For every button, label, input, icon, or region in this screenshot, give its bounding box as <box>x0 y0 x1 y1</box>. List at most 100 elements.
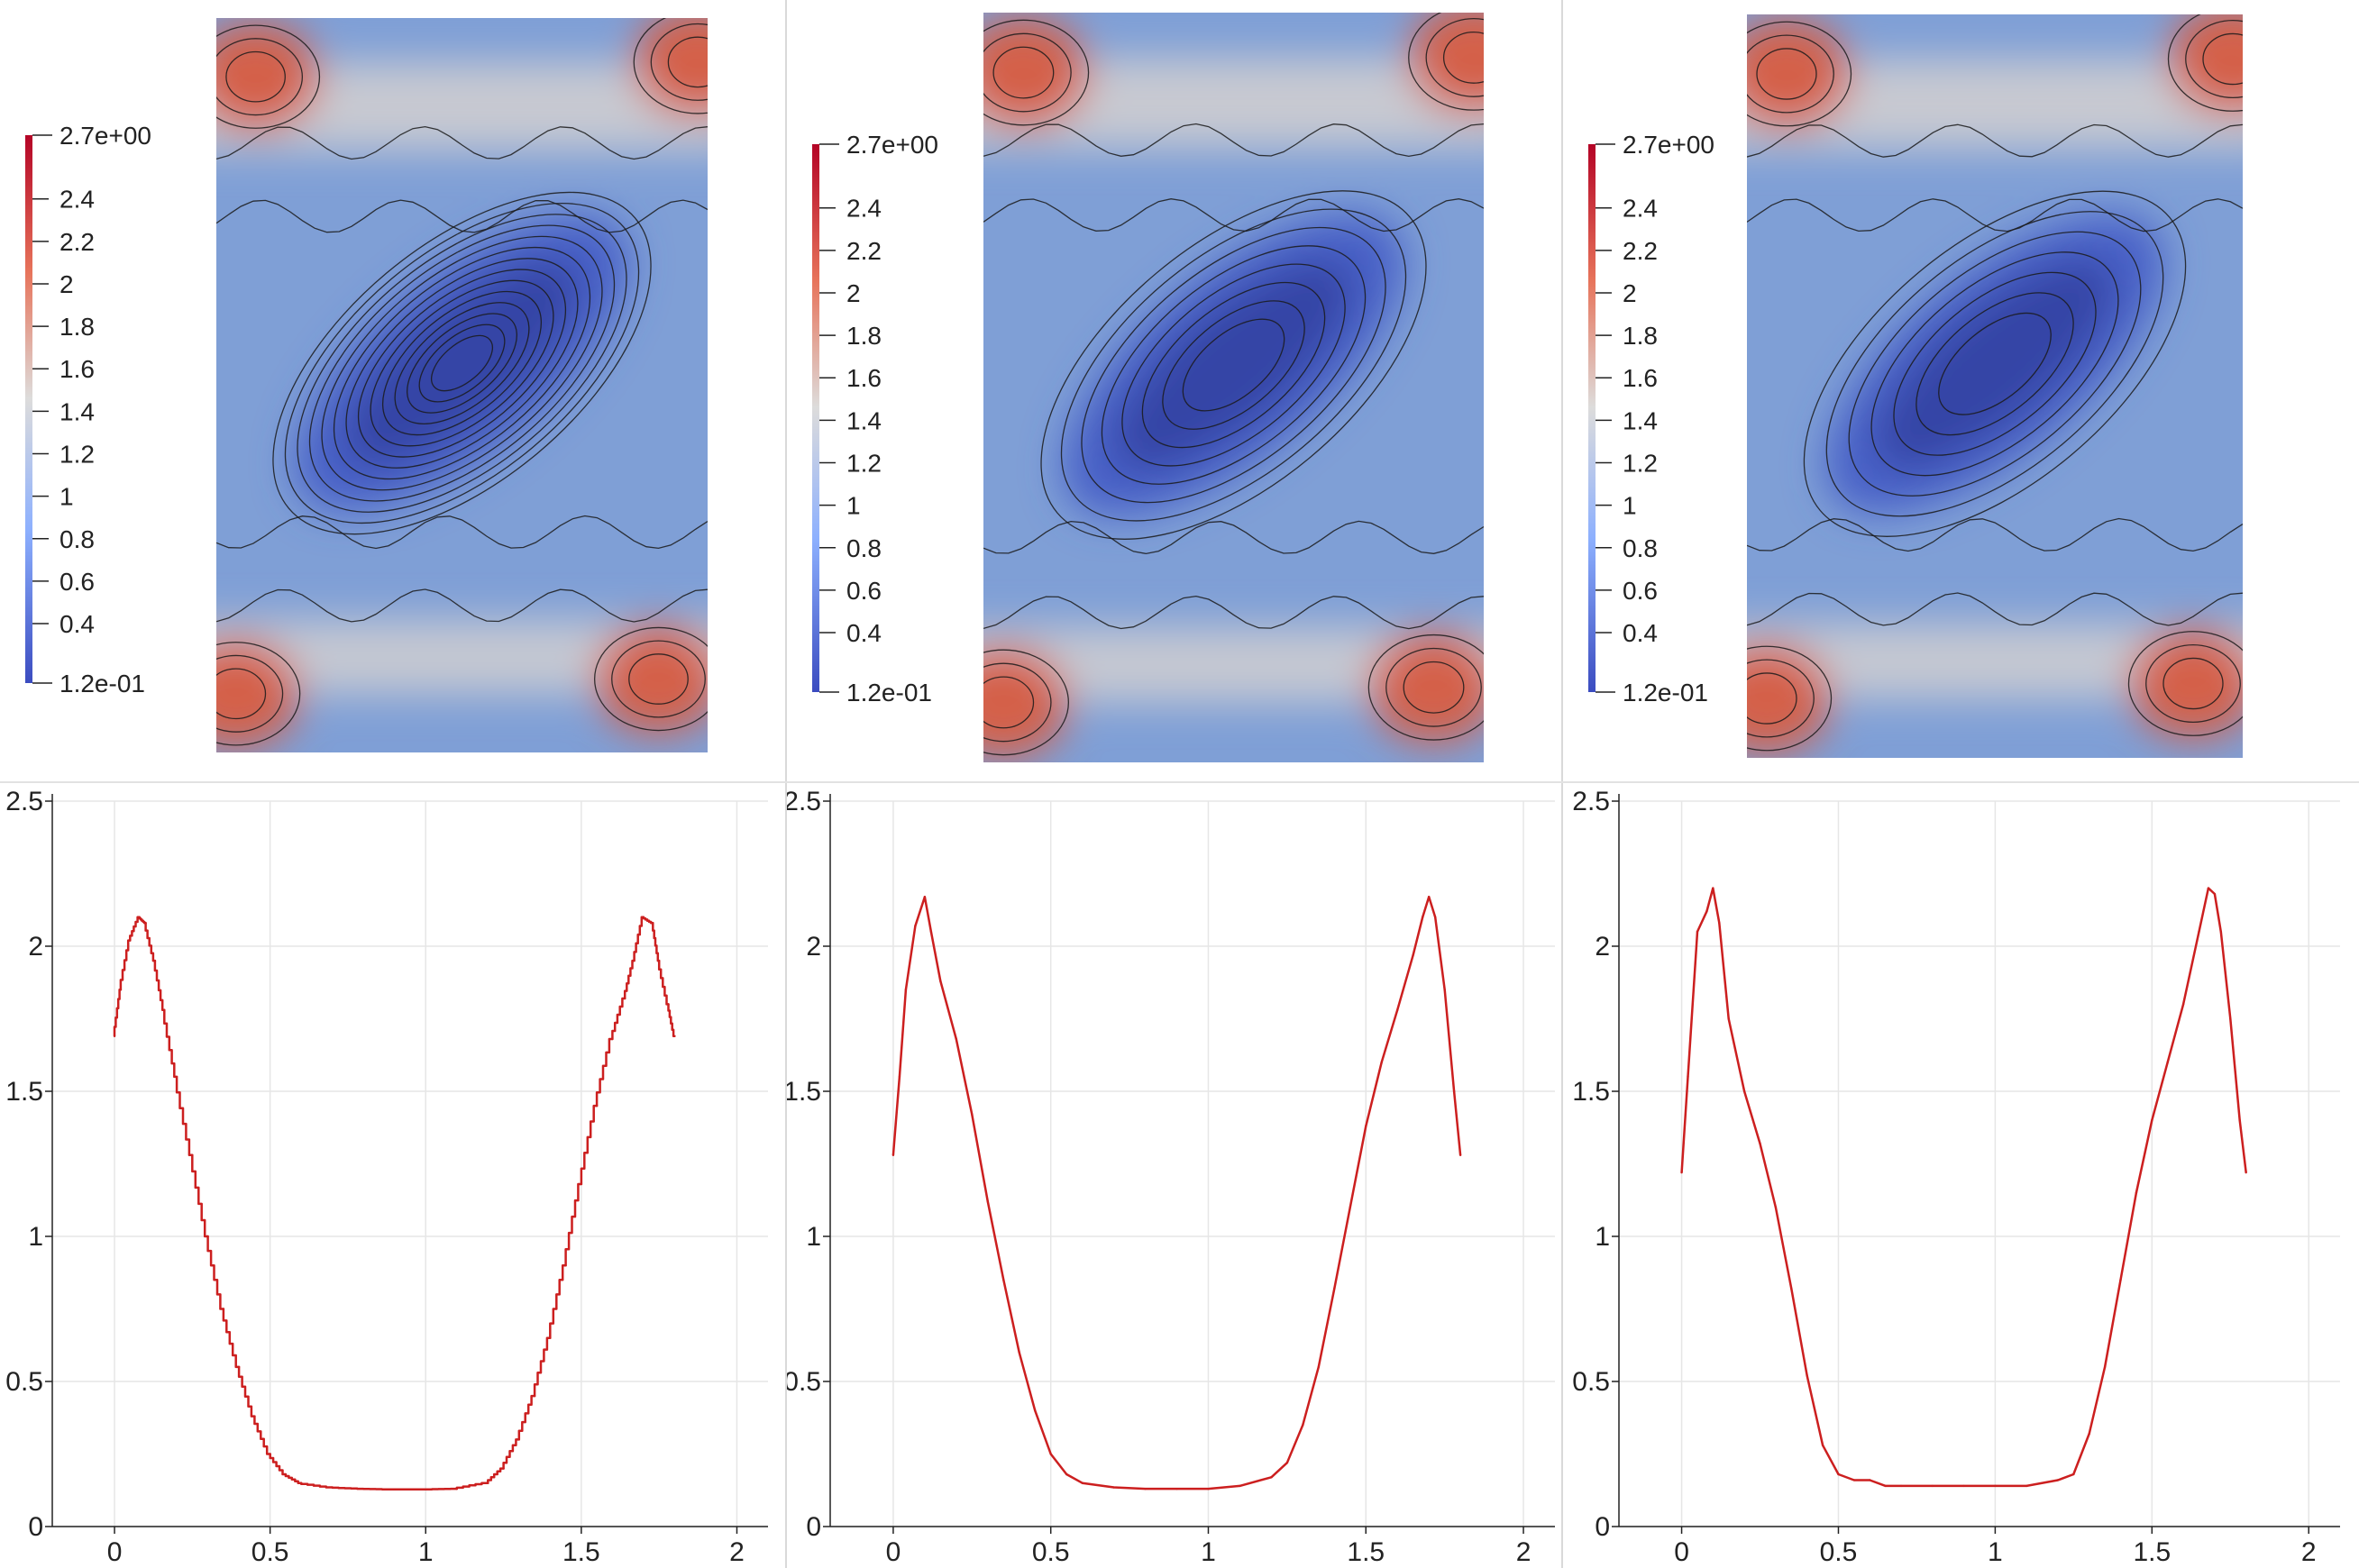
data-point <box>1396 1008 1399 1012</box>
data-point <box>533 1394 536 1398</box>
contour-line <box>407 313 517 414</box>
x-tick-label: 2 <box>1516 1537 1532 1567</box>
high-value-region <box>1747 18 1852 130</box>
data-point <box>331 1486 334 1489</box>
colorbar-tick-label: 2.2 <box>59 228 95 256</box>
contour-line <box>1803 190 2187 537</box>
y-tick-label: 0.5 <box>1572 1367 1610 1397</box>
plot-svg: 0 0.5 1 1.5 2 0 0.5 1 1.5 2 2.5 <box>1572 787 2340 1567</box>
contour-line <box>1182 318 1285 412</box>
colorbar-tick-label: 1.6 <box>59 355 95 383</box>
x-tick-label: 1.5 <box>562 1537 600 1567</box>
data-point <box>1302 1424 1304 1427</box>
colorbar-tick-label: 1.4 <box>59 397 95 425</box>
colorbar-tick-label: 2.4 <box>59 186 95 214</box>
data-point <box>1285 1461 1289 1464</box>
contour-line <box>381 290 543 436</box>
data-point <box>517 1438 521 1441</box>
data-point <box>955 1037 958 1041</box>
data-point <box>2207 887 2210 889</box>
data-point <box>624 997 626 1000</box>
contour-line <box>983 676 1035 729</box>
low-value-core <box>343 259 581 468</box>
data-point <box>1806 1374 1808 1377</box>
x-tick-label: 0.5 <box>1820 1537 1858 1567</box>
colorbar-min-label: 1.2e-01 <box>59 670 145 697</box>
contour-line <box>321 235 603 491</box>
contour-lines <box>216 18 708 746</box>
data-point <box>611 1037 614 1041</box>
x-tick-label: 2 <box>2301 1537 2317 1567</box>
high-value-region <box>2168 14 2243 115</box>
colorbar-tick-label: 1 <box>846 492 861 520</box>
data-point <box>1443 989 1446 991</box>
contour-line <box>1870 251 2119 477</box>
data-point <box>425 1488 427 1491</box>
high-value-region <box>1368 631 1484 744</box>
data-point <box>1427 896 1431 898</box>
high-value-region <box>634 18 708 118</box>
contour-line <box>1747 21 1852 127</box>
data-point <box>1696 930 1699 934</box>
data-point <box>1962 1484 1965 1488</box>
contour-line <box>1141 281 1326 449</box>
contour-line <box>1747 592 2243 626</box>
data-point <box>1270 1476 1273 1479</box>
colorbar-tick-label: 1.2 <box>846 449 882 477</box>
data-point <box>564 1264 567 1267</box>
colorbar-tick-label: 1.8 <box>59 313 95 341</box>
x-tick-label: 0 <box>107 1537 123 1567</box>
data-point <box>119 989 123 991</box>
contour-line <box>272 191 652 535</box>
data-point <box>929 930 933 934</box>
data-point <box>163 1008 166 1012</box>
data-point <box>971 1113 974 1116</box>
data-point <box>2025 1484 2028 1488</box>
contour-line <box>983 662 1052 743</box>
y-tick-label: 0.5 <box>787 1367 821 1397</box>
x-tick-label: 1 <box>1988 1537 2003 1567</box>
low-value-core <box>1112 259 1355 471</box>
contour-line <box>1101 245 1367 485</box>
data-point <box>2219 930 2223 934</box>
contour-line <box>284 203 640 524</box>
data-point <box>1931 1484 1934 1488</box>
data-point <box>113 1035 116 1038</box>
data-point <box>393 1488 396 1491</box>
data-point <box>580 1182 583 1186</box>
colorbar-tick-label: 0.4 <box>1623 619 1658 647</box>
contour-line <box>216 654 284 733</box>
contour-line <box>1848 231 2142 497</box>
y-tick-label: 0 <box>806 1512 821 1542</box>
contour-line <box>345 258 579 469</box>
contour-line <box>992 46 1055 99</box>
contour-line <box>1938 312 2052 415</box>
contour-line <box>225 50 286 103</box>
contour-line <box>2202 32 2243 86</box>
data-point <box>898 1075 901 1079</box>
data-point <box>549 1336 552 1339</box>
contour-line <box>2127 631 2243 736</box>
colorbar-ramp <box>25 135 32 683</box>
data-point <box>1821 1444 1824 1447</box>
data-point <box>362 1487 365 1491</box>
data-point <box>284 1472 288 1476</box>
high-value-region <box>983 646 1069 759</box>
contour-line <box>394 302 530 424</box>
y-tick-label: 2 <box>806 932 821 962</box>
contour-line <box>983 123 1484 158</box>
x-tick-label: 0 <box>1674 1537 1689 1567</box>
contour-line <box>611 640 706 718</box>
x-tick-label: 0.5 <box>251 1537 289 1567</box>
data-point <box>175 1075 178 1079</box>
contour-line <box>216 668 267 720</box>
y-tick-label: 0 <box>28 1512 43 1542</box>
contour-line <box>216 642 301 746</box>
data-point <box>939 980 942 982</box>
data-point <box>2119 1279 2122 1281</box>
x-tick-label: 0 <box>886 1537 901 1567</box>
line-plot-1: 0 0.5 1 1.5 2 0 0.5 1 1.5 2 2.5 <box>0 783 784 1568</box>
colorbar-min-label: 1.2e-01 <box>846 679 932 707</box>
contour-line <box>983 19 1090 126</box>
field-shading <box>1747 14 2243 754</box>
